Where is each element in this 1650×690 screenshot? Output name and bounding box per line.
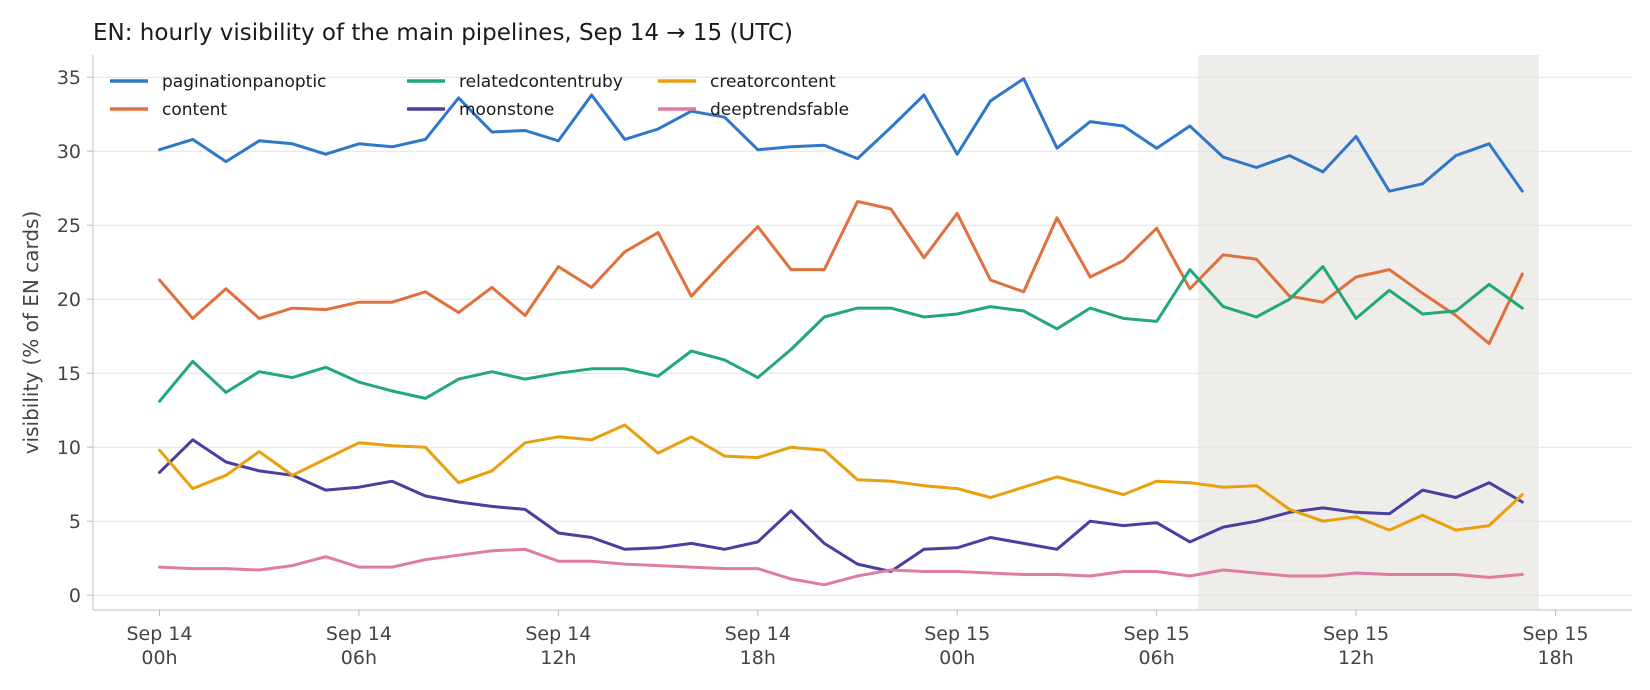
x-tick-label-hour: 06h (341, 647, 377, 669)
x-tick-label-hour: 00h (939, 647, 975, 669)
y-tick-label: 35 (57, 67, 81, 89)
legend-label-relatedcontentruby: relatedcontentruby (459, 72, 623, 92)
x-tick-label-date: Sep 14 (126, 623, 192, 645)
series-line-paginationpanoptic (158, 77, 1524, 193)
legend-label-content: content (162, 100, 227, 120)
legend-label-deeptrendsfable: deeptrendsfable (710, 100, 849, 120)
legend-label-moonstone: moonstone (459, 100, 554, 120)
y-tick-label: 5 (69, 511, 81, 533)
x-tick-label-hour: 12h (540, 647, 576, 669)
y-tick-label: 15 (57, 363, 81, 385)
y-tick-label: 10 (57, 437, 81, 459)
y-tick-label: 0 (69, 585, 81, 607)
x-tick-label-hour: 18h (740, 647, 776, 669)
series-line-content (158, 200, 1524, 346)
x-tick-label-date: Sep 15 (1124, 623, 1190, 645)
x-tick-label-date: Sep 14 (326, 623, 392, 645)
legend-label-creatorcontent: creatorcontent (710, 72, 836, 92)
x-tick-label-hour: 12h (1338, 647, 1374, 669)
x-tick-label-date: Sep 15 (924, 623, 990, 645)
y-tick-label: 20 (57, 289, 81, 311)
chart-title: EN: hourly visibility of the main pipeli… (93, 20, 793, 46)
series-line-creatorcontent (158, 423, 1524, 532)
legend-label-paginationpanoptic: paginationpanoptic (162, 72, 326, 92)
y-tick-label: 30 (57, 141, 81, 163)
x-tick-label-date: Sep 14 (725, 623, 791, 645)
x-tick-label-hour: 18h (1537, 647, 1573, 669)
series-line-relatedcontentruby (158, 265, 1524, 403)
x-tick-label-date: Sep 15 (1523, 623, 1589, 645)
x-tick-label-hour: 06h (1139, 647, 1175, 669)
y-tick-label: 25 (57, 215, 81, 237)
x-tick-label-date: Sep 14 (525, 623, 591, 645)
x-tick-label-date: Sep 15 (1323, 623, 1389, 645)
x-tick-label-hour: 00h (141, 647, 177, 669)
y-axis-label: visibility (% of EN cards) (19, 211, 43, 455)
series-line-deeptrendsfable (158, 547, 1524, 587)
